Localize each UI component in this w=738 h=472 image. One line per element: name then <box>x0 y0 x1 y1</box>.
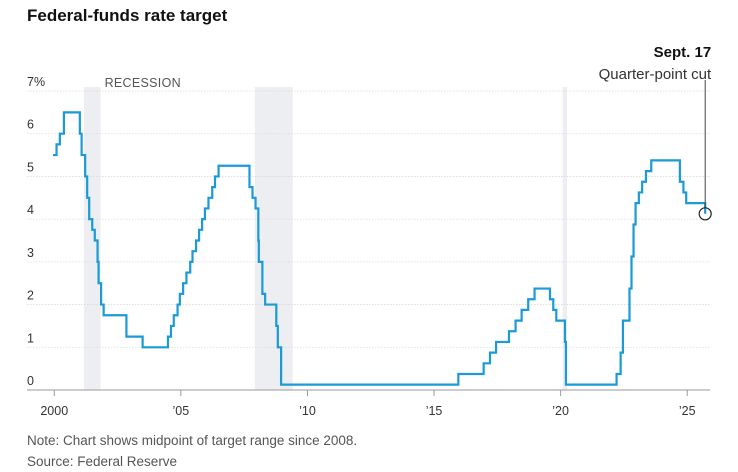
recession-band-3 <box>562 87 567 390</box>
y-tick-label-6: 6 <box>27 118 34 132</box>
chart-source: Source: Federal Reserve <box>27 454 178 469</box>
chart-note: Note: Chart shows midpoint of target ran… <box>27 433 358 448</box>
recession-band-1 <box>83 87 101 390</box>
y-tick-label-0: 0 <box>27 374 34 388</box>
y-tick-label-1: 1 <box>27 331 34 345</box>
y-tick-label-2: 2 <box>27 289 34 303</box>
x-tick-label-2010: ’10 <box>299 404 316 418</box>
x-tick-label-2000: 2000 <box>40 404 68 418</box>
x-tick-label-2005: ’05 <box>173 404 190 418</box>
y-tick-label-7: 7% <box>27 75 45 89</box>
chart-title: Federal-funds rate target <box>27 6 228 25</box>
series-line-1 <box>53 111 707 386</box>
annotation-marker <box>698 207 712 221</box>
grid-lines <box>27 90 710 391</box>
recession-bands <box>83 87 567 390</box>
x-axis: 2000 ’05 ’10 ’15 ’20 ’25 <box>40 390 696 418</box>
annotation-group: Sept. 17 Quarter-point cut <box>599 44 712 221</box>
annotation-text: Quarter-point cut <box>599 66 712 83</box>
x-tick-label-2020: ’20 <box>552 404 569 418</box>
recession-band-2 <box>254 87 293 390</box>
series-group <box>53 111 707 386</box>
y-tick-label-4: 4 <box>27 203 34 217</box>
y-axis: 0 1 2 3 4 5 6 7% <box>27 75 45 388</box>
annotation-date: Sept. 17 <box>654 44 712 61</box>
recession-label: RECESSION <box>105 76 181 90</box>
x-tick-label-2025: ’25 <box>679 404 696 418</box>
y-tick-label-5: 5 <box>27 160 34 174</box>
y-tick-label-3: 3 <box>27 246 34 260</box>
x-tick-label-2015: ’15 <box>426 404 443 418</box>
